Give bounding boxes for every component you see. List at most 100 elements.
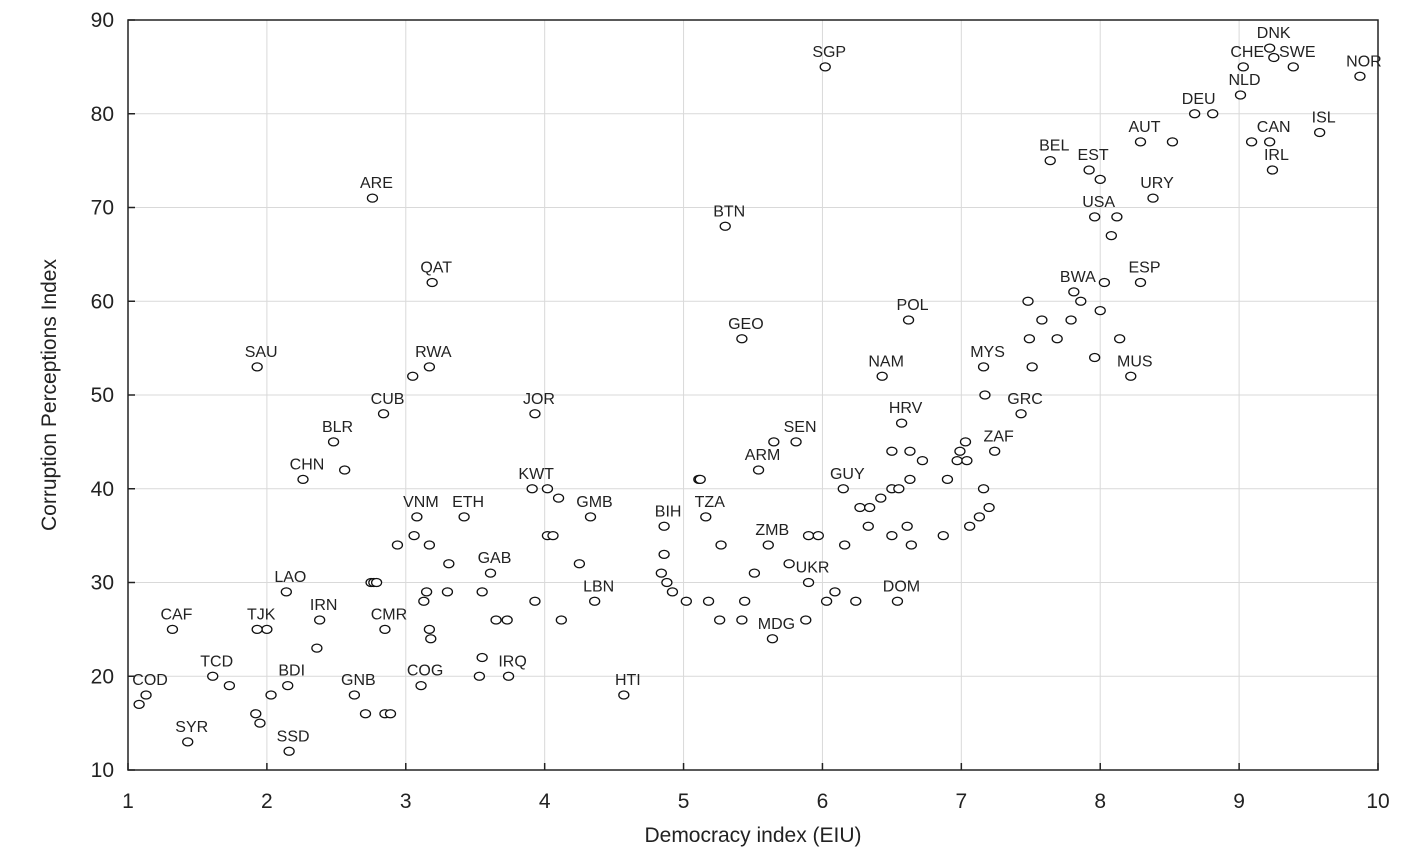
data-point [182, 737, 194, 747]
data-point [282, 680, 294, 691]
plot-frame [127, 19, 1379, 771]
data-point [739, 596, 751, 606]
data-point [458, 512, 470, 522]
data-point [547, 530, 559, 541]
data-point [366, 193, 379, 203]
data-point [391, 540, 404, 550]
point-label-layer: DNK CHE SWE NOR SGP NLD DEU AUT CAN ISL BEL EST IRL A… [132, 25, 1381, 745]
data-point [370, 577, 383, 588]
data-point [261, 624, 273, 635]
data-point [250, 709, 262, 719]
data-point [837, 484, 849, 494]
x-tick-label: 1 [122, 790, 134, 813]
data-point [800, 615, 812, 625]
data-point [552, 493, 565, 503]
x-tick-label: 8 [1094, 790, 1106, 813]
data-point-label: VNM [403, 494, 439, 511]
data-point-label: GNB [341, 672, 376, 689]
data-point [1287, 62, 1299, 72]
data-point [700, 512, 712, 522]
data-point [886, 530, 898, 541]
data-point [484, 568, 497, 578]
y-tick-label: 70 [91, 197, 114, 220]
data-point [1264, 43, 1276, 53]
data-point-label: MDG [758, 616, 795, 633]
data-point-label: COG [407, 663, 443, 680]
data-point [850, 596, 862, 606]
data-point [1237, 62, 1249, 72]
data-point-label: BWA [1060, 269, 1096, 286]
data-point [1026, 362, 1038, 372]
data-point [937, 530, 949, 541]
data-point [207, 671, 219, 681]
data-point [1022, 296, 1034, 306]
data-point [783, 559, 795, 569]
data-point-label: GEO [728, 316, 764, 333]
data-point [251, 624, 263, 635]
data-point [408, 530, 420, 541]
data-point-label: MYS [970, 344, 1005, 361]
data-point-label: DOM [883, 578, 920, 595]
data-point-label: POL [897, 297, 929, 314]
data-point [423, 362, 436, 372]
data-point [891, 596, 904, 606]
data-point [1134, 137, 1147, 147]
data-point [1094, 305, 1106, 316]
data-point [415, 680, 427, 691]
data-point [655, 568, 667, 578]
data-point [901, 521, 913, 531]
data-point [964, 521, 976, 531]
data-point-label: DEU [1182, 91, 1216, 108]
data-point-label: EST [1078, 147, 1109, 164]
data-point-label: KWT [518, 466, 554, 483]
data-point [1207, 109, 1219, 119]
y-tick-label: 60 [91, 290, 114, 313]
data-point-label: CAN [1257, 119, 1291, 136]
data-point [411, 512, 423, 522]
data-point [989, 446, 1001, 456]
data-point [736, 334, 748, 344]
x-tick-label: 10 [1366, 790, 1389, 813]
data-point [875, 493, 887, 503]
data-point [283, 746, 295, 756]
data-point [377, 409, 390, 419]
data-point-label: DNK [1257, 25, 1291, 42]
data-point [790, 437, 802, 447]
data-point-label: SEN [784, 419, 817, 436]
data-point-label: BEL [1039, 138, 1069, 155]
data-point-label: LBN [583, 578, 614, 595]
data-point [140, 690, 152, 700]
data-point-label: ARM [745, 447, 781, 464]
data-point [854, 502, 866, 513]
data-point [311, 643, 323, 653]
data-point [961, 455, 973, 466]
data-point-label: NOR [1346, 53, 1382, 70]
data-point-label: CAF [160, 606, 192, 623]
data-point-label: SSD [277, 728, 310, 745]
data-point [280, 587, 292, 597]
data-point-label: BLR [322, 419, 353, 436]
data-point [327, 437, 340, 447]
data-point [618, 690, 630, 700]
data-point [1089, 212, 1101, 222]
data-point [719, 221, 731, 231]
data-point [1023, 334, 1036, 344]
data-point [254, 718, 266, 728]
data-point [1189, 109, 1201, 119]
data-point [589, 596, 601, 606]
data-point [902, 315, 915, 325]
data-point [1075, 296, 1087, 306]
data-point [1125, 371, 1137, 381]
y-tick-label: 90 [91, 9, 114, 32]
data-point [904, 474, 916, 485]
data-point [658, 549, 670, 560]
data-point-label: ISL [1312, 110, 1336, 127]
data-point [895, 418, 908, 428]
data-point [339, 465, 351, 475]
data-point-label: SWE [1279, 44, 1315, 61]
data-point [983, 502, 995, 513]
data-point [490, 615, 502, 625]
data-point [1094, 174, 1106, 185]
data-point-label: GRC [1007, 391, 1043, 408]
